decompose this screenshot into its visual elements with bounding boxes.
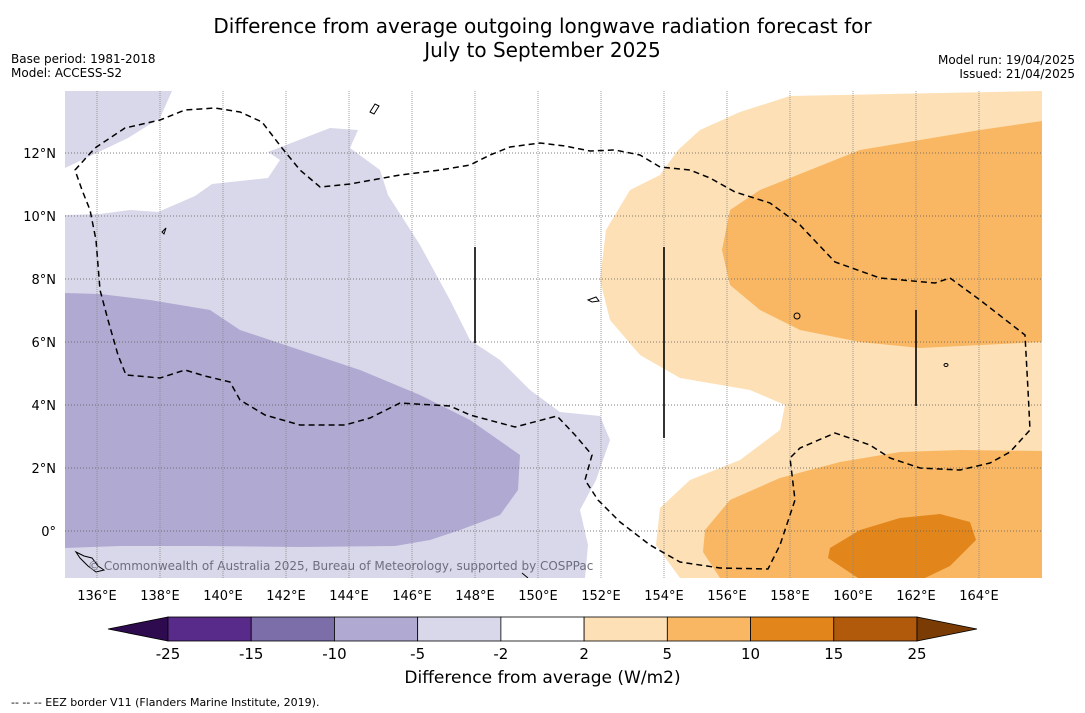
colorbar-segment bbox=[666, 616, 751, 642]
lat-label: 2°N bbox=[32, 462, 57, 477]
colorbar-extension-low bbox=[107, 616, 169, 642]
colorbar-tick-label: 10 bbox=[741, 645, 760, 663]
lon-label: 140°E bbox=[203, 589, 243, 604]
model-run: Model run: 19/04/2025 bbox=[937, 53, 1075, 67]
colorbar: -25 -15 -10 -5 -2 2 5 10 15 25 bbox=[107, 616, 978, 663]
lat-label: 0° bbox=[41, 525, 56, 540]
eez-border bbox=[74, 107, 1031, 570]
lon-label: 164°E bbox=[959, 589, 999, 604]
title-line-1: Difference from average outgoing longwav… bbox=[213, 14, 872, 38]
anomaly-region-minus10 bbox=[65, 293, 520, 548]
lat-label: 10°N bbox=[23, 210, 56, 225]
lon-label: 144°E bbox=[329, 589, 369, 604]
anomaly-region-plus10 bbox=[828, 514, 976, 578]
lon-labels: 136°E 138°E 140°E 142°E 144°E 146°E 148°… bbox=[77, 589, 999, 604]
colorbar-segment bbox=[167, 616, 252, 642]
anomaly-region-plus5-north bbox=[722, 121, 1042, 348]
lat-label: 4°N bbox=[32, 399, 57, 414]
colorbar-segment bbox=[750, 616, 835, 642]
lon-label: 146°E bbox=[392, 589, 432, 604]
islands bbox=[74, 103, 949, 578]
colorbar-tick-label: 5 bbox=[663, 645, 673, 663]
lon-label: 162°E bbox=[896, 589, 936, 604]
colorbar-tick-label: 2 bbox=[579, 645, 589, 663]
lat-labels: 12°N 10°N 8°N 6°N 4°N 2°N 0° bbox=[23, 147, 56, 540]
solid-border-lines bbox=[474, 247, 917, 438]
meta-left: Base period: 1981-2018 Model: ACCESS-S2 bbox=[11, 52, 156, 80]
lon-label: 148°E bbox=[455, 589, 495, 604]
eez-legend-note: -- -- -- EEZ border V11 (Flanders Marine… bbox=[11, 696, 320, 709]
base-period: Base period: 1981-2018 bbox=[11, 52, 156, 66]
colorbar-segment bbox=[833, 616, 918, 642]
colorbar-tick-label: -25 bbox=[156, 645, 181, 663]
lat-label: 6°N bbox=[32, 336, 57, 351]
lon-label: 158°E bbox=[770, 589, 810, 604]
colorbar-tick-label: 25 bbox=[907, 645, 926, 663]
map-title: Difference from average outgoing longwav… bbox=[0, 14, 1085, 62]
colorbar-tick-label: -5 bbox=[410, 645, 425, 663]
colorbar-segment bbox=[334, 616, 419, 642]
colorbar-tick-label: -15 bbox=[239, 645, 264, 663]
colorbar-title: Difference from average (W/m2) bbox=[404, 668, 681, 688]
colorbar-segment bbox=[250, 616, 335, 642]
map-panel: © Commonwealth of Australia 2025, Bureau… bbox=[65, 91, 1042, 578]
copyright-notice: © Commonwealth of Australia 2025, Bureau… bbox=[88, 559, 593, 573]
colorbar-tick-label: -2 bbox=[493, 645, 508, 663]
colorbar-tick-label: -10 bbox=[322, 645, 347, 663]
colorbar-tick-label: 15 bbox=[824, 645, 843, 663]
issued-date: Issued: 21/04/2025 bbox=[959, 67, 1075, 81]
colorbar-segment bbox=[417, 616, 502, 642]
lat-label: 8°N bbox=[32, 273, 57, 288]
colorbar-extension-high bbox=[916, 616, 978, 642]
lon-label: 136°E bbox=[77, 589, 117, 604]
colorbar-segment bbox=[583, 616, 668, 642]
lon-label: 152°E bbox=[581, 589, 621, 604]
lon-label: 156°E bbox=[707, 589, 747, 604]
lon-label: 150°E bbox=[518, 589, 558, 604]
lon-label: 142°E bbox=[266, 589, 306, 604]
model-name: Model: ACCESS-S2 bbox=[11, 66, 123, 80]
title-line-2: July to September 2025 bbox=[424, 38, 661, 62]
lon-label: 138°E bbox=[140, 589, 180, 604]
lat-label: 12°N bbox=[23, 147, 56, 162]
meta-right: Model run: 19/04/2025 Issued: 21/04/2025 bbox=[938, 53, 1075, 81]
lon-label: 154°E bbox=[644, 589, 684, 604]
colorbar-segment bbox=[500, 616, 585, 642]
lat-gridlines bbox=[65, 152, 1042, 532]
lon-label: 160°E bbox=[833, 589, 873, 604]
